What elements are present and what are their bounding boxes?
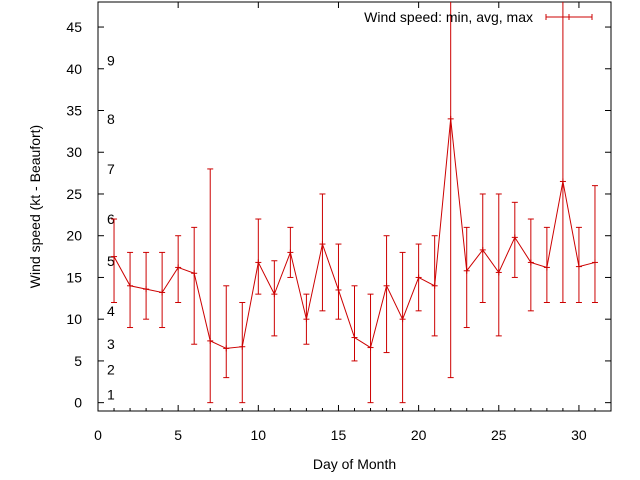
x-tick-label: 30 — [571, 427, 587, 443]
beaufort-label: 4 — [107, 303, 115, 319]
y-tick-label: 40 — [66, 61, 82, 77]
legend: Wind speed: min, avg, max — [364, 9, 593, 25]
y-tick-label: 35 — [66, 103, 82, 119]
x-axis-ticks: 0 5 10 15 20 25 30 — [94, 2, 612, 443]
y-tick-label: 5 — [74, 353, 82, 369]
y-tick-label: 20 — [66, 228, 82, 244]
y-tick-label: 45 — [66, 19, 82, 35]
x-tick-label: 15 — [331, 427, 347, 443]
y-tick-label: 10 — [66, 311, 82, 327]
x-axis-title: Day of Month — [313, 456, 396, 472]
beaufort-label: 9 — [107, 52, 115, 68]
y-tick-label: 25 — [66, 186, 82, 202]
series-line-group — [111, 115, 598, 352]
error-bars — [111, 2, 598, 404]
x-tick-label: 10 — [251, 427, 267, 443]
beaufort-label: 5 — [107, 253, 115, 269]
legend-sample — [545, 14, 593, 20]
x-tick-label: 0 — [94, 427, 102, 443]
beaufort-label: 8 — [107, 111, 115, 127]
beaufort-label: 6 — [107, 211, 115, 227]
y-tick-label: 0 — [74, 395, 82, 411]
x-tick-label: 20 — [411, 427, 427, 443]
beaufort-label: 2 — [107, 361, 115, 377]
x-tick-label: 25 — [491, 427, 507, 443]
beaufort-label: 1 — [107, 386, 115, 402]
x-tick-label: 5 — [174, 427, 182, 443]
legend-label: Wind speed: min, avg, max — [364, 9, 533, 25]
y-tick-label: 15 — [66, 269, 82, 285]
y-axis-title: Wind speed (kt - Beaufort) — [27, 125, 43, 288]
y-tick-label: 30 — [66, 144, 82, 160]
beaufort-label: 7 — [107, 161, 115, 177]
beaufort-label: 3 — [107, 336, 115, 352]
beaufort-scale-labels: 1 2 3 4 5 6 7 8 9 — [107, 52, 115, 402]
